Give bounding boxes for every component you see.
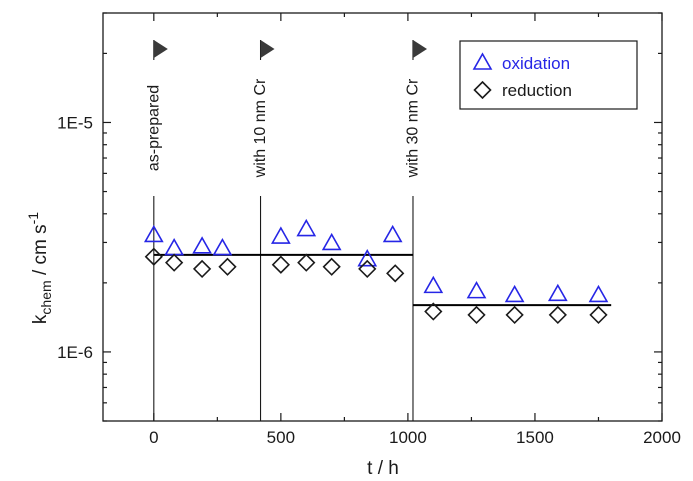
reduction-point bbox=[589, 305, 608, 325]
reduction-point bbox=[165, 253, 184, 272]
stage-marker-label-bg bbox=[143, 60, 164, 196]
stage-marker-label: with 10 nm Cr bbox=[252, 78, 269, 178]
reduction-point bbox=[192, 259, 212, 279]
y-axis-label-sub: chem bbox=[38, 280, 54, 314]
oxidation-point bbox=[296, 218, 317, 237]
y-tick-label: 1E-6 bbox=[57, 343, 93, 362]
stage-marker-flag-icon bbox=[153, 40, 168, 58]
stage-marker-flag-icon bbox=[260, 40, 275, 58]
reduction-point bbox=[322, 257, 341, 276]
oxidation-point bbox=[164, 237, 185, 256]
oxidation-point bbox=[423, 275, 444, 294]
y-axis-label-sup: -1 bbox=[25, 212, 41, 225]
y-axis-label: kchem / cm s-1 bbox=[25, 212, 54, 324]
oxidation-point bbox=[212, 237, 233, 256]
stage-marker: as-prepared bbox=[143, 40, 168, 421]
reduction-point bbox=[424, 302, 443, 321]
x-tick-label: 0 bbox=[149, 428, 158, 447]
y-axis-label-rest: / cm s bbox=[30, 224, 51, 280]
reduction-point bbox=[297, 253, 316, 272]
oxidation-point bbox=[382, 224, 403, 243]
plot-frame bbox=[102, 12, 663, 422]
reduction-point bbox=[505, 305, 524, 325]
legend-reduction-label: reduction bbox=[502, 81, 572, 100]
stage-marker-label-bg bbox=[402, 60, 423, 196]
oxidation-point bbox=[466, 281, 487, 299]
legend: oxidation reduction bbox=[459, 40, 638, 110]
oxidation-point bbox=[321, 232, 342, 251]
stage-marker: with 30 nm Cr bbox=[402, 40, 427, 421]
x-tick-label: 1000 bbox=[389, 428, 427, 447]
x-tick-label: 500 bbox=[267, 428, 295, 447]
oxidation-point bbox=[504, 284, 525, 303]
oxidation-point bbox=[143, 224, 164, 243]
legend-oxidation-marker bbox=[472, 52, 493, 70]
oxidation-point bbox=[588, 284, 609, 303]
legend-oxidation-label: oxidation bbox=[502, 54, 570, 73]
reduction-point bbox=[271, 255, 290, 274]
reduction-point bbox=[144, 247, 163, 266]
stage-marker-label: with 30 nm Cr bbox=[404, 78, 421, 178]
reduction-point bbox=[218, 257, 237, 276]
stage-marker-label: as-prepared bbox=[145, 85, 162, 171]
legend-box bbox=[459, 40, 638, 110]
oxidation-point bbox=[270, 226, 291, 244]
x-tick-label: 1500 bbox=[516, 428, 554, 447]
x-tick-label: 2000 bbox=[643, 428, 681, 447]
stage-marker: with 10 nm Cr bbox=[250, 40, 275, 421]
x-axis-label: t / h bbox=[367, 458, 399, 479]
stage-marker-flag-icon bbox=[412, 40, 427, 58]
reduction-point bbox=[386, 264, 405, 283]
legend-reduction-marker bbox=[473, 80, 492, 100]
y-tick-label: 1E-5 bbox=[57, 113, 93, 132]
oxidation-point bbox=[547, 283, 568, 302]
stage-marker-label-bg bbox=[250, 60, 271, 196]
reduction-point bbox=[548, 305, 567, 325]
oxidation-point bbox=[357, 249, 378, 267]
y-axis-label-main: k bbox=[30, 314, 51, 324]
reduction-point bbox=[358, 259, 377, 279]
oxidation-point bbox=[192, 236, 212, 254]
reduction-point bbox=[467, 305, 486, 325]
